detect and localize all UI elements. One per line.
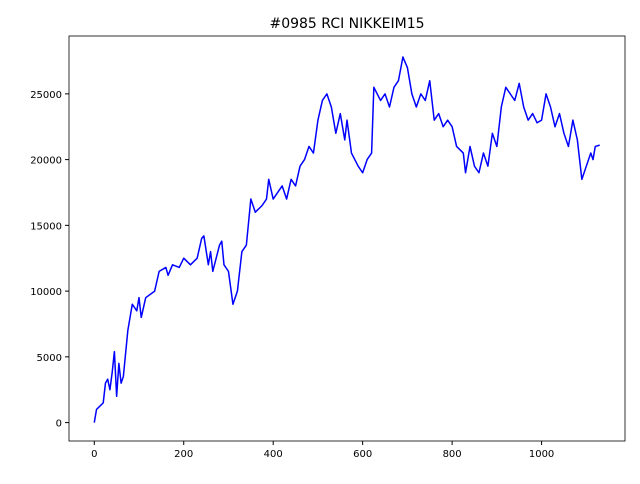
x-tick-label: 800 — [443, 449, 462, 460]
y-tick-label: 25000 — [30, 90, 62, 101]
y-tick-label: 5000 — [37, 353, 62, 364]
x-tick-label: 0 — [91, 449, 97, 460]
y-tick-label: 20000 — [30, 156, 62, 167]
x-tick-label: 1000 — [529, 449, 554, 460]
line — [93, 56, 600, 423]
y-tick-label: 0 — [56, 419, 62, 430]
x-tick-label: 600 — [353, 449, 372, 460]
x-tick-label: 400 — [264, 449, 283, 460]
x-tick-label: 200 — [174, 449, 193, 460]
chart-title: #0985 RCI NIKKEIM15 — [269, 16, 424, 32]
y-tick-label: 10000 — [30, 287, 62, 298]
plot-frame — [68, 35, 626, 442]
y-tick-label: 15000 — [30, 221, 62, 232]
